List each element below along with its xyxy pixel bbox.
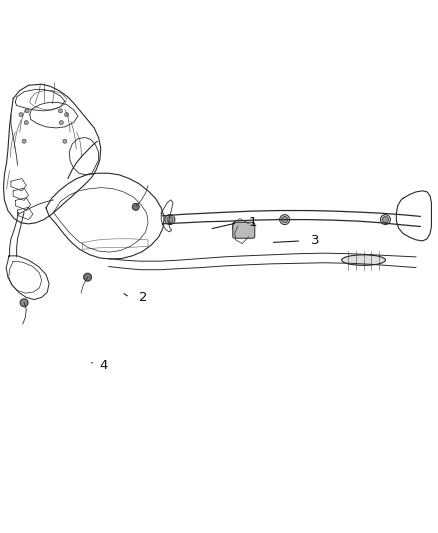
Circle shape (382, 216, 389, 223)
Circle shape (282, 216, 288, 223)
Circle shape (58, 109, 63, 113)
Ellipse shape (342, 255, 385, 265)
Text: 4: 4 (100, 359, 108, 372)
Circle shape (381, 215, 390, 224)
Circle shape (25, 109, 29, 113)
Circle shape (63, 139, 67, 143)
FancyBboxPatch shape (233, 222, 255, 238)
Circle shape (19, 112, 23, 117)
Circle shape (280, 215, 290, 224)
Circle shape (64, 112, 69, 117)
Text: 1: 1 (249, 216, 257, 229)
Text: 3: 3 (311, 235, 319, 247)
Circle shape (22, 139, 26, 143)
Circle shape (24, 120, 28, 125)
Circle shape (59, 120, 64, 125)
Circle shape (132, 203, 139, 211)
Circle shape (20, 298, 28, 307)
Circle shape (84, 273, 92, 281)
Circle shape (167, 216, 173, 223)
Circle shape (165, 215, 175, 224)
Text: 2: 2 (139, 291, 148, 304)
